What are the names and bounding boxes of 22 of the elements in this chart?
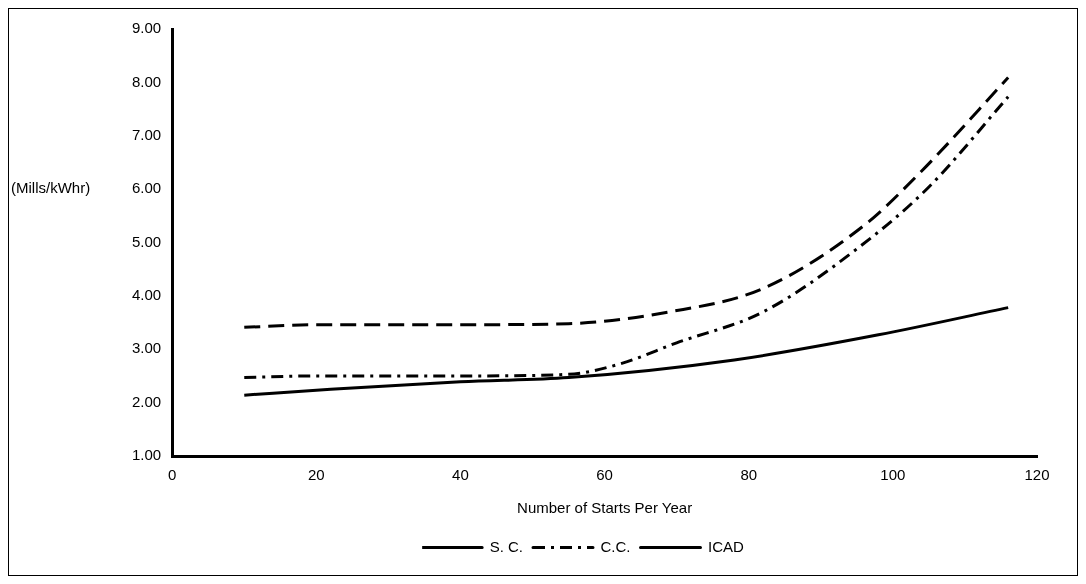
y-tick-label: 9.00 — [131, 19, 162, 37]
x-tick-label: 80 — [740, 466, 758, 484]
y-tick-label: 7.00 — [131, 125, 162, 143]
x-tick-label: 20 — [307, 466, 325, 484]
x-tick-label: 60 — [596, 466, 613, 484]
x-tick-label: 100 — [880, 466, 906, 484]
legend-label: ICAD — [708, 537, 745, 555]
line-series — [242, 76, 1010, 329]
y-tick-label: 1.00 — [131, 446, 162, 464]
y-tick-label: 8.00 — [131, 72, 162, 90]
y-tick-label: 6.00 — [131, 179, 162, 197]
y-tick-label: 3.00 — [131, 339, 162, 357]
y-tick-label: 4.00 — [131, 286, 162, 304]
x-axis-title: Number of Starts Per Year — [517, 499, 693, 517]
x-tick-label: 0 — [168, 466, 177, 484]
x-tick-label: 40 — [452, 466, 469, 484]
x-tick-label: 120 — [1024, 466, 1050, 484]
y-tick-label: 2.00 — [131, 392, 162, 410]
y-tick-label: 5.00 — [131, 232, 162, 250]
y-axis-title: (Mills/kWhr) — [11, 179, 91, 196]
legend-label: C.C. — [600, 537, 631, 555]
legend-label: S. C. — [489, 537, 524, 555]
